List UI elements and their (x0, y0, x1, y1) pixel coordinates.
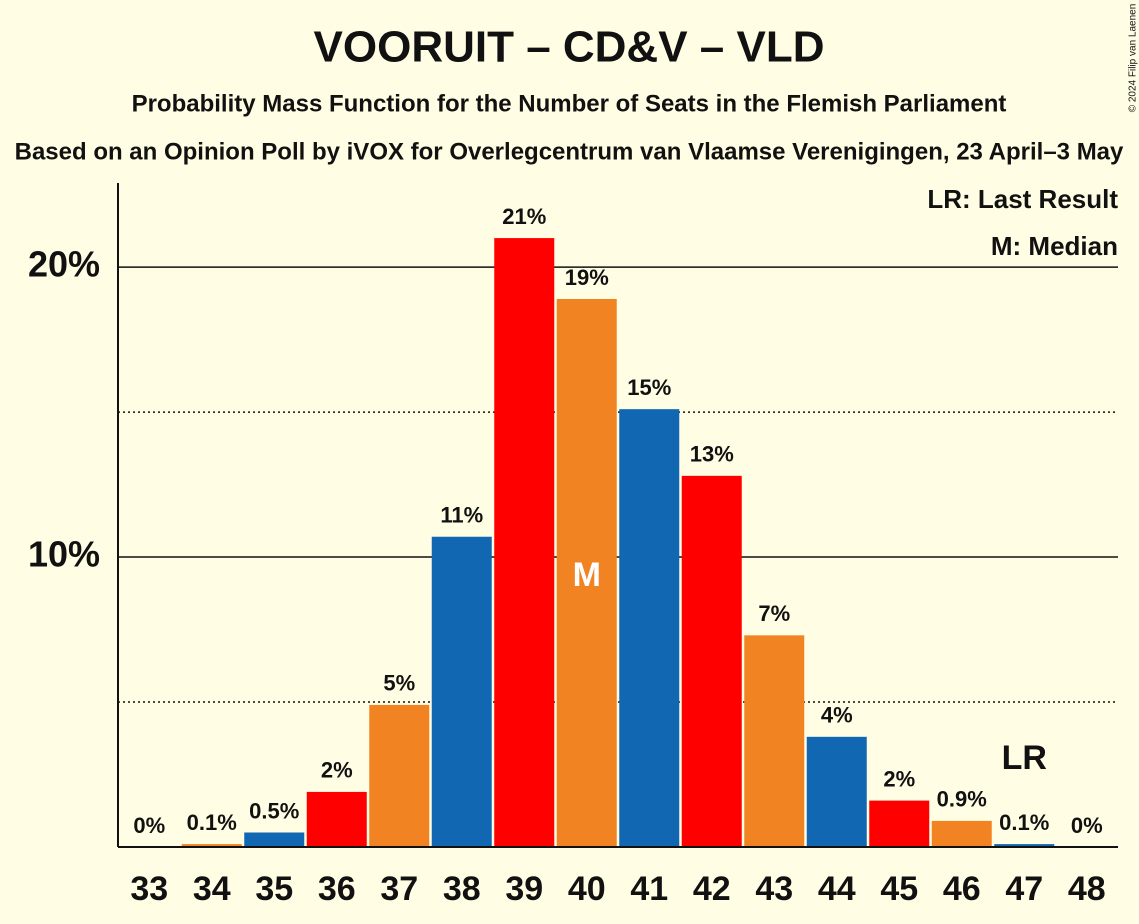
legend-entry: M: Median (991, 231, 1118, 261)
copyright: © 2024 Filip van Laenen (1128, 4, 1139, 113)
x-tick-label: 34 (193, 870, 231, 908)
bar (681, 475, 742, 847)
value-label: 2% (321, 758, 353, 783)
value-label: 7% (758, 601, 790, 626)
bar (181, 844, 242, 847)
x-tick-label: 43 (755, 870, 793, 908)
x-tick-label: 46 (943, 870, 981, 908)
value-label: 0.9% (937, 787, 987, 812)
x-tick-label: 39 (505, 870, 543, 908)
x-tick-label: 38 (443, 870, 481, 908)
bar (869, 800, 930, 847)
bar (931, 820, 992, 847)
bar (369, 704, 430, 847)
chart-subtitle: Probability Mass Function for the Number… (132, 90, 1007, 117)
value-label: 11% (440, 503, 483, 528)
chart-title: VOORUIT – CD&V – VLD (314, 23, 825, 72)
bar (244, 832, 305, 847)
x-tick-label: 36 (318, 870, 356, 908)
x-tick-label: 47 (1005, 870, 1043, 908)
value-label: 0.1% (999, 810, 1049, 835)
bar (619, 409, 680, 847)
annotation: LR (1002, 739, 1047, 777)
value-label: 0.5% (249, 798, 299, 823)
legend-entry: LR: Last Result (927, 184, 1118, 214)
x-tick-label: 44 (818, 870, 856, 908)
value-label: 5% (383, 671, 415, 696)
value-label: 4% (821, 703, 853, 728)
bar (744, 635, 805, 847)
value-label: 15% (627, 375, 671, 400)
chart-subtitle: Based on an Opinion Poll by iVOX for Ove… (15, 138, 1124, 165)
x-tick-label: 40 (568, 870, 606, 908)
value-label: 0% (133, 813, 165, 838)
value-label: 19% (565, 265, 609, 290)
x-tick-label: 35 (255, 870, 293, 908)
value-label: 0.1% (187, 810, 237, 835)
value-label: 13% (690, 442, 734, 467)
x-tick-label: 41 (630, 870, 668, 908)
x-tick-label: 48 (1068, 870, 1106, 908)
value-label: 21% (502, 204, 546, 229)
bar (806, 736, 867, 847)
bar (494, 238, 555, 848)
bar (556, 298, 617, 847)
y-tick-label: 20% (28, 244, 100, 285)
x-tick-label: 45 (880, 870, 918, 908)
bar (994, 844, 1055, 847)
value-label: 2% (883, 766, 915, 791)
y-tick-label: 10% (28, 534, 100, 575)
annotation: M (573, 556, 601, 594)
x-tick-label: 42 (693, 870, 731, 908)
value-label: 0% (1071, 813, 1103, 838)
x-tick-label: 33 (130, 870, 168, 908)
bar (306, 791, 367, 847)
x-tick-label: 37 (380, 870, 418, 908)
bar (431, 536, 492, 847)
